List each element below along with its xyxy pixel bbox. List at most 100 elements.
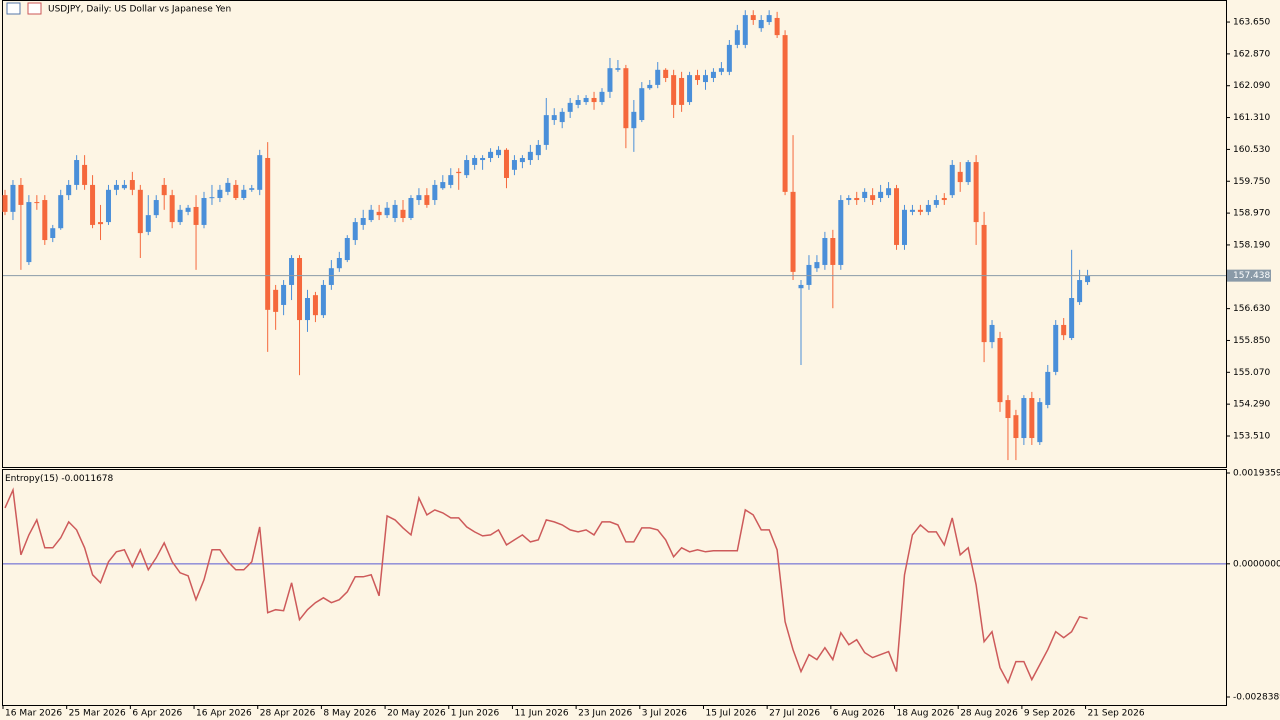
- candle-body: [472, 157, 478, 165]
- x-tick-label: 15 Jul 2026: [705, 709, 756, 719]
- candle-body: [1013, 415, 1019, 439]
- candle-body: [1061, 324, 1067, 336]
- candle-body: [695, 75, 701, 81]
- indicator-pane-frame: [2, 469, 1227, 706]
- candle-body: [58, 195, 64, 229]
- candle-body: [480, 157, 486, 161]
- candle-body: [98, 222, 104, 225]
- header-icons: [6, 2, 42, 15]
- candle-body: [527, 151, 533, 161]
- x-tick-label: 16 Apr 2026: [196, 709, 252, 719]
- candle-body: [18, 184, 24, 205]
- candle-body: [26, 202, 32, 263]
- candle-body: [289, 258, 295, 285]
- candle-body: [448, 175, 454, 185]
- candle-body: [687, 75, 693, 103]
- candle-body: [304, 298, 310, 321]
- candle-body: [503, 149, 509, 178]
- candle-body: [909, 209, 915, 212]
- candle-body: [981, 224, 987, 343]
- candle-body: [241, 189, 247, 198]
- candle-body: [368, 209, 374, 221]
- y-tick-label: 158.970: [1233, 209, 1270, 219]
- candle-body: [360, 217, 366, 225]
- candle-body: [352, 222, 358, 241]
- candle-body: [328, 268, 334, 285]
- candle-body: [647, 84, 653, 89]
- x-tick-label: 9 Sep 2026: [1024, 709, 1076, 719]
- x-tick-label: 16 Mar 2026: [5, 709, 62, 719]
- candle-body: [583, 97, 589, 103]
- candle-body: [153, 200, 159, 216]
- candle-body: [392, 204, 398, 218]
- x-tick-label: 23 Jun 2026: [578, 709, 632, 719]
- candle-body: [774, 17, 780, 36]
- candle-body: [726, 44, 732, 72]
- candle-body: [925, 204, 931, 212]
- current-price-label: 157.438: [1233, 271, 1270, 281]
- candle-body: [1029, 398, 1035, 439]
- candle-body: [559, 111, 565, 123]
- candle-body: [511, 160, 517, 170]
- candle-body: [607, 68, 613, 92]
- candle-body: [838, 200, 844, 265]
- x-tick-label: 25 Mar 2026: [69, 709, 126, 719]
- candle-body: [257, 155, 263, 190]
- candle-body: [901, 209, 907, 245]
- candle-body: [440, 182, 446, 189]
- candle-body: [249, 188, 255, 190]
- y-tick-label: 163.650: [1233, 18, 1270, 28]
- candle-body: [830, 238, 836, 265]
- candle-body: [615, 68, 621, 70]
- chart-title: USDJPY, Daily: US Dollar vs Japanese Yen: [48, 5, 231, 15]
- icon: [6, 2, 21, 15]
- candle-body: [886, 188, 892, 196]
- x-tick-label: 11 Jun 2026: [514, 709, 568, 719]
- candle-body: [758, 20, 764, 29]
- candle-body: [973, 162, 979, 223]
- candle-body: [344, 238, 350, 261]
- candle-body: [862, 191, 868, 198]
- candle-body: [185, 207, 191, 212]
- candle-body: [376, 211, 382, 216]
- candle-body: [312, 295, 318, 316]
- x-tick-label: 8 May 2026: [323, 709, 376, 719]
- y-tick-label: 160.530: [1233, 145, 1270, 155]
- candle-body: [400, 209, 406, 218]
- candle-body: [90, 184, 96, 225]
- candle-body: [734, 30, 740, 45]
- candle-body: [782, 35, 788, 192]
- candle-body: [82, 164, 88, 185]
- icon: [27, 2, 42, 15]
- candle-body: [488, 151, 494, 158]
- candle-body: [145, 215, 151, 232]
- x-tick-label: 20 May 2026: [387, 709, 446, 719]
- candle-body: [1085, 275, 1091, 283]
- candle-body: [416, 195, 422, 201]
- candle-body: [591, 97, 597, 103]
- candle-body: [870, 195, 876, 201]
- candle-body: [34, 202, 40, 204]
- candle-body: [297, 258, 303, 321]
- candle-body: [432, 184, 438, 201]
- candle-body: [965, 162, 971, 183]
- y-tick-label: 155.070: [1233, 368, 1270, 378]
- candle-body: [1069, 298, 1075, 339]
- candle-body: [161, 184, 167, 196]
- x-tick-label: 18 Aug 2026: [897, 709, 955, 719]
- candle-body: [10, 184, 16, 212]
- candle-body: [1045, 371, 1051, 405]
- candle-body: [519, 157, 525, 163]
- candle-body: [750, 15, 756, 21]
- y-tick-label: 156.630: [1233, 304, 1270, 314]
- y-tick-label: 153.510: [1233, 431, 1270, 441]
- indicator-value: -0.0011678: [61, 474, 113, 484]
- candle-body: [766, 15, 772, 23]
- candle-body: [1005, 400, 1011, 419]
- candle-body: [1053, 324, 1059, 372]
- indicator-name: Entropy(15): [5, 474, 58, 484]
- y-tick-label: 0.0000000: [1233, 559, 1280, 569]
- candle-body: [209, 197, 215, 199]
- indicator-title: Entropy(15) -0.0011678: [5, 474, 114, 484]
